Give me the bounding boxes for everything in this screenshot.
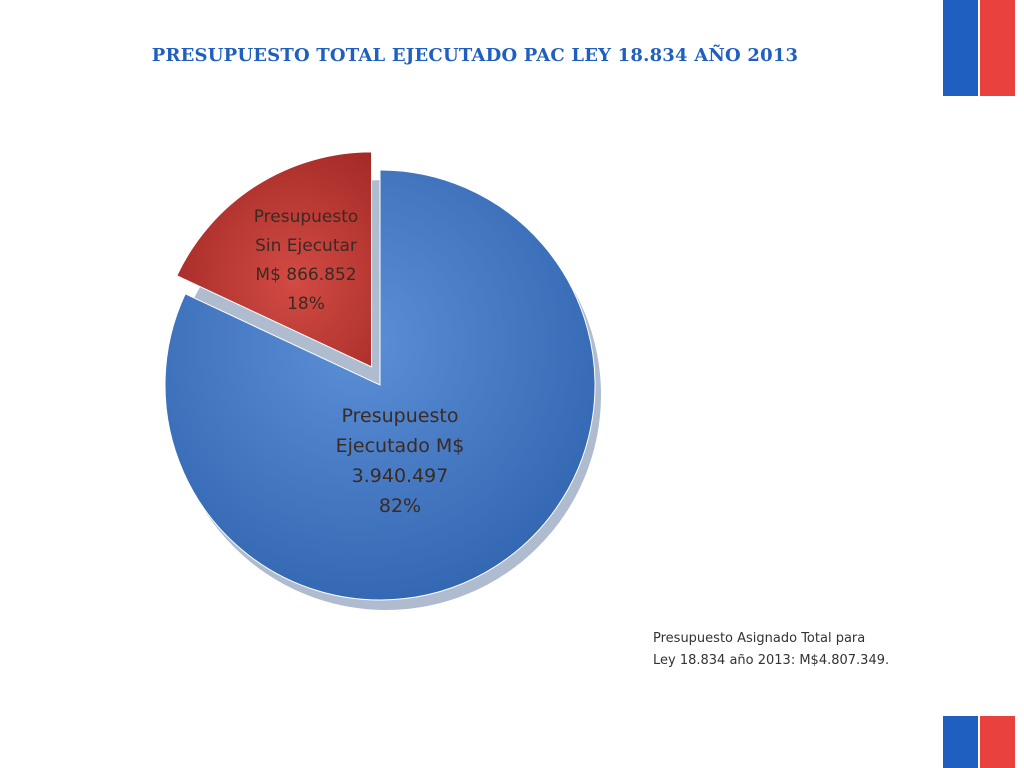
budget-note-line-2: Ley 18.834 año 2013: M$4.807.349. [653, 653, 890, 668]
flag-stripe-divider [978, 0, 980, 96]
pie-label-line: 82% [379, 495, 421, 517]
flag-stripe-blue [943, 0, 978, 96]
flag-stripe-blue [943, 716, 978, 768]
slide-title: PRESUPUESTO TOTAL EJECUTADO PAC LEY 18.8… [151, 45, 799, 66]
pie-label-line: 18% [287, 294, 325, 314]
pie-slice-executed [164, 169, 596, 601]
pie-label-not-executed: Presupuesto Sin Ejecutar M$ 866.852 18% [254, 207, 359, 314]
pie-label-executed: Presupuesto Ejecutado M$ 3.940.497 82% [336, 405, 465, 517]
pie-label-line: Presupuesto [342, 405, 459, 427]
flag-stripe-red [980, 0, 1015, 96]
flag-stripe-red [980, 716, 1015, 768]
pie-label-line: Presupuesto [254, 207, 359, 227]
pie-slice-not-executed [176, 151, 373, 368]
pie-label-line: Ejecutado M$ [336, 435, 465, 457]
flag-stripe-divider [978, 716, 980, 768]
pie-label-line: 3.940.497 [352, 465, 449, 487]
budget-note-line-1: Presupuesto Asignado Total para [653, 631, 866, 646]
budget-note: Presupuesto Asignado Total para Ley 18.8… [653, 628, 953, 672]
pie-label-line: Sin Ejecutar [255, 236, 357, 256]
flag-decoration-bottom [943, 716, 1015, 768]
pie-labels: Presupuesto Sin Ejecutar M$ 866.852 18%Pres… [254, 207, 465, 517]
pie-label-line: M$ 866.852 [255, 265, 356, 285]
flag-decoration-top [943, 0, 1015, 96]
pie-slices [164, 151, 601, 610]
